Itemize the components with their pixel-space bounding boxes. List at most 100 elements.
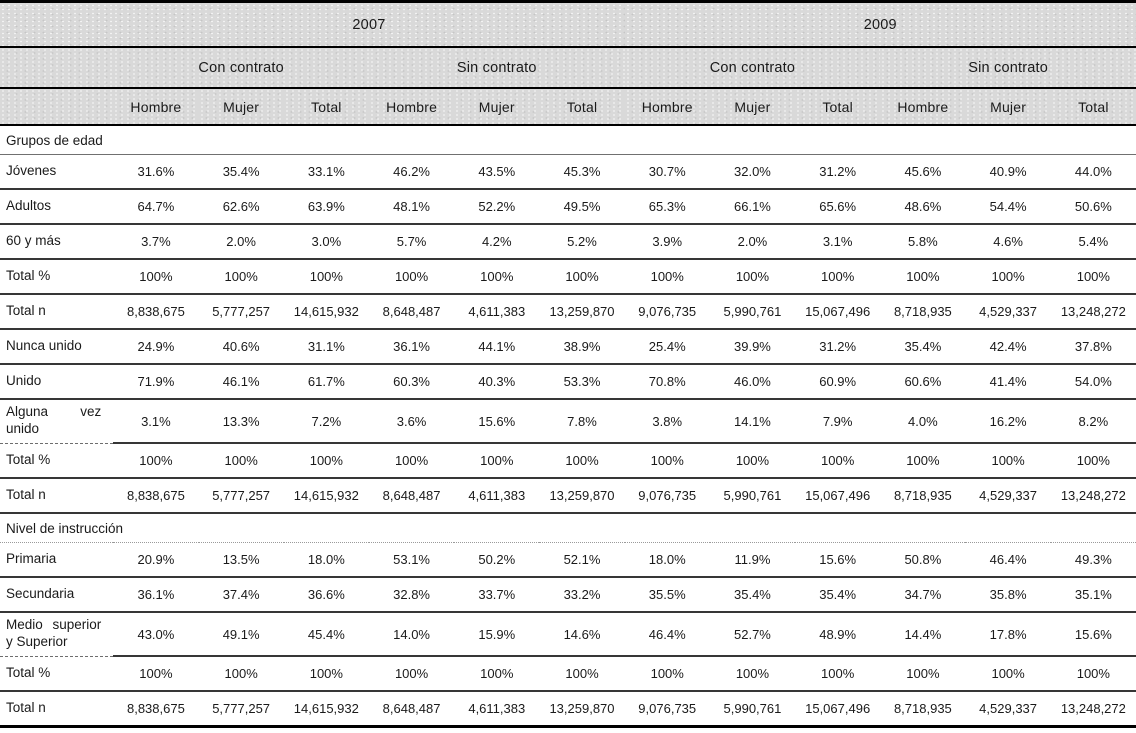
table-row: Total n 8,838,675 5,777,257 14,615,932 8,648…: [0, 294, 1136, 330]
table-cell: 3.1%: [113, 399, 199, 444]
corner-cell: [0, 1, 114, 48]
table-cell: 18.0%: [624, 542, 710, 578]
table-cell: 45.3%: [539, 154, 625, 190]
table-cell: 100%: [454, 656, 540, 692]
table-cell: 5.2%: [539, 224, 625, 260]
table-cell: 49.5%: [539, 189, 625, 225]
table-cell: 100%: [454, 443, 540, 479]
table-cell: 70.8%: [624, 364, 710, 400]
row-label: Total %: [0, 259, 114, 295]
table-cell: 100%: [880, 443, 966, 479]
table-cell: 100%: [880, 656, 966, 692]
table-cell: 35.8%: [965, 577, 1051, 613]
table-row: Secundaria 36.1% 37.4% 36.6% 32.8% 33.7% 33.2%…: [0, 577, 1136, 613]
table-cell: 100%: [368, 656, 455, 692]
table-cell: 100%: [795, 656, 881, 692]
table-cell: 31.6%: [113, 154, 199, 190]
table-cell: 100%: [283, 259, 369, 295]
table-cell: 15.6%: [1050, 612, 1136, 657]
year-header: 2007: [113, 1, 625, 48]
table-cell: 34.7%: [880, 577, 966, 613]
row-label: Secundaria: [0, 577, 114, 613]
row-label: Jóvenes: [0, 154, 114, 190]
table-cell: 100%: [539, 443, 625, 479]
table-cell: 5.4%: [1050, 224, 1136, 260]
table-cell: 46.0%: [709, 364, 796, 400]
table-cell: 2.0%: [198, 224, 284, 260]
table-cell: 43.5%: [454, 154, 540, 190]
table-cell: 4,529,337: [965, 294, 1051, 330]
col-header: Total: [795, 88, 881, 126]
table-cell: 35.4%: [880, 329, 966, 365]
table-cell: 3.7%: [113, 224, 199, 260]
table-cell: 5,777,257: [198, 478, 284, 514]
table-row: Jóvenes 31.6% 35.4% 33.1% 46.2% 43.5% 45.3% 30.…: [0, 154, 1136, 190]
row-label-word: Medio: [6, 617, 43, 633]
table-cell: 41.4%: [965, 364, 1051, 400]
table-header: 2007 2009 Con contrato Sin contrato Con …: [0, 1, 1136, 126]
table-cell: 13.3%: [198, 399, 284, 444]
table-cell: 100%: [1050, 443, 1136, 479]
table-cell: 61.7%: [283, 364, 369, 400]
table-cell: 62.6%: [198, 189, 284, 225]
table-cell: 4.0%: [880, 399, 966, 444]
contract-header: Sin contrato: [880, 47, 1136, 89]
table-cell: 50.2%: [454, 542, 540, 578]
table-cell: 100%: [1050, 656, 1136, 692]
table-cell: 48.1%: [368, 189, 455, 225]
table-cell: 8.2%: [1050, 399, 1136, 444]
col-header: Hombre: [880, 88, 966, 126]
table-cell: 14,615,932: [283, 691, 369, 728]
table-cell: 31.1%: [283, 329, 369, 365]
table-cell: 54.4%: [965, 189, 1051, 225]
table-cell: 14.0%: [368, 612, 455, 657]
table-cell: 15.6%: [454, 399, 540, 444]
table-cell: 40.9%: [965, 154, 1051, 190]
col-header: Total: [1050, 88, 1136, 126]
table-cell: 100%: [454, 259, 540, 295]
table-cell: 45.6%: [880, 154, 966, 190]
table-cell: 65.3%: [624, 189, 710, 225]
table-cell: 46.1%: [198, 364, 284, 400]
table-cell: 100%: [624, 443, 710, 479]
table-cell: 14.1%: [709, 399, 796, 444]
table-cell: 4.2%: [454, 224, 540, 260]
table-cell: 35.4%: [709, 577, 796, 613]
table-cell: 100%: [624, 656, 710, 692]
table-cell: 15,067,496: [795, 294, 881, 330]
table-cell: 33.1%: [283, 154, 369, 190]
table-row: Medio superior y Superior 43.0% 49.1% 45.4% 14…: [0, 612, 1136, 657]
table-cell: 8,648,487: [368, 478, 455, 514]
table-cell: 9,076,735: [624, 691, 710, 728]
table-cell: 48.6%: [880, 189, 966, 225]
row-label-line2: unido: [6, 421, 40, 437]
table-row: Alguna vez unido 3.1% 13.3% 7.2% 3.6% 15.6% 7.8%…: [0, 399, 1136, 444]
table-cell: 18.0%: [283, 542, 369, 578]
table-cell: 14.4%: [880, 612, 966, 657]
row-label: Primaria: [0, 542, 114, 578]
table-row: Total n 8,838,675 5,777,257 14,615,932 8,648…: [0, 691, 1136, 728]
table-cell: 40.3%: [454, 364, 540, 400]
table-cell: 13.5%: [198, 542, 284, 578]
table-cell: 100%: [198, 259, 284, 295]
table-cell: 63.9%: [283, 189, 369, 225]
table-cell: 5,777,257: [198, 691, 284, 728]
row-label: 60 y más: [0, 224, 114, 260]
table-cell: 43.0%: [113, 612, 199, 657]
row-label: Total %: [0, 443, 114, 479]
col-header: Total: [283, 88, 369, 126]
table-cell: 100%: [198, 656, 284, 692]
row-label: Nunca unido: [0, 329, 114, 365]
table-cell: 100%: [624, 259, 710, 295]
table-cell: 13,248,272: [1050, 691, 1136, 728]
table-cell: 15.6%: [795, 542, 881, 578]
table-row: Nunca unido 24.9% 40.6% 31.1% 36.1% 44.1% 38.9…: [0, 329, 1136, 365]
table-cell: 100%: [539, 259, 625, 295]
table-cell: 7.9%: [795, 399, 881, 444]
table-cell: 8,718,935: [880, 294, 966, 330]
table-cell: 100%: [368, 259, 455, 295]
table-cell: 4,611,383: [454, 691, 540, 728]
table-body: Grupos de edad Jóvenes 31.6% 35.4% 33.1% 46.2…: [0, 125, 1136, 728]
table-cell: 44.0%: [1050, 154, 1136, 190]
col-header: Hombre: [113, 88, 199, 126]
